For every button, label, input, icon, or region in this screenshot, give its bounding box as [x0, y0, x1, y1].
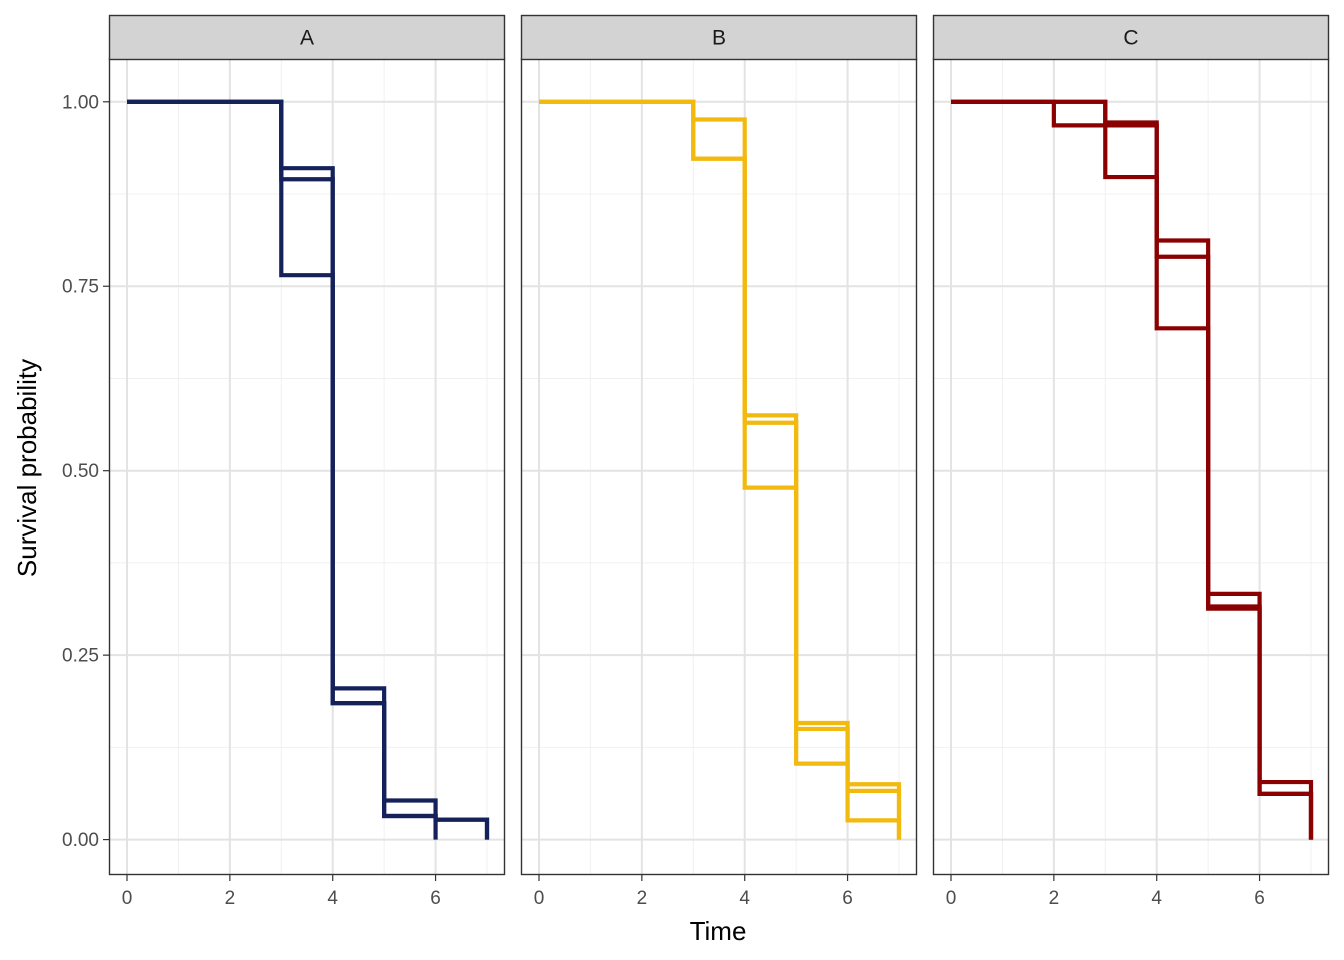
- panels: A 0 2 4 6 B 0 2 4 6 C 0 2 4 6: [108, 14, 1330, 909]
- panel-background: [109, 59, 505, 875]
- panel-c: C 0 2 4 6: [932, 14, 1330, 909]
- facet-strip-label: A: [300, 27, 314, 50]
- y-tick-label: 0.00: [62, 830, 99, 851]
- panel-a: A 0 2 4 6: [108, 14, 506, 909]
- panel-background: [521, 59, 917, 875]
- x-tick-label: 2: [225, 888, 236, 909]
- x-tick-label: 2: [637, 888, 648, 909]
- x-tick-label: 0: [946, 888, 957, 909]
- x-tick-label: 4: [1151, 888, 1162, 909]
- survival-curve-b-3: [539, 99, 902, 840]
- y-axis-title: Survival probability: [12, 359, 42, 577]
- x-tick-label: 0: [534, 888, 545, 909]
- y-axis: 0.00 0.25 0.50 0.75 1.00: [62, 92, 109, 851]
- y-tick-label: 0.25: [62, 646, 99, 667]
- facet-strip: [520, 14, 918, 61]
- facet-strip-label: C: [1123, 27, 1138, 50]
- facet-strip: [108, 14, 506, 61]
- y-tick-label: 0.50: [62, 461, 99, 482]
- x-tick-label: 6: [430, 888, 441, 909]
- y-tick-label: 1.00: [62, 92, 99, 113]
- x-tick-label: 6: [842, 888, 853, 909]
- x-axis-title: Time: [690, 916, 747, 946]
- x-tick-label: 2: [1049, 888, 1060, 909]
- survival-curve-c-3: [951, 99, 1314, 840]
- y-tick-label: 0.75: [62, 277, 99, 298]
- survival-curve-a-3: [127, 99, 438, 840]
- x-tick-label: 4: [327, 888, 338, 909]
- x-tick-label: 6: [1254, 888, 1265, 909]
- panel-b: B 0 2 4 6: [520, 14, 918, 909]
- facet-strip: [932, 14, 1330, 61]
- x-tick-label: 4: [739, 888, 750, 909]
- panel-background: [933, 59, 1329, 875]
- facet-strip-label: B: [712, 27, 726, 50]
- x-tick-label: 0: [122, 888, 133, 909]
